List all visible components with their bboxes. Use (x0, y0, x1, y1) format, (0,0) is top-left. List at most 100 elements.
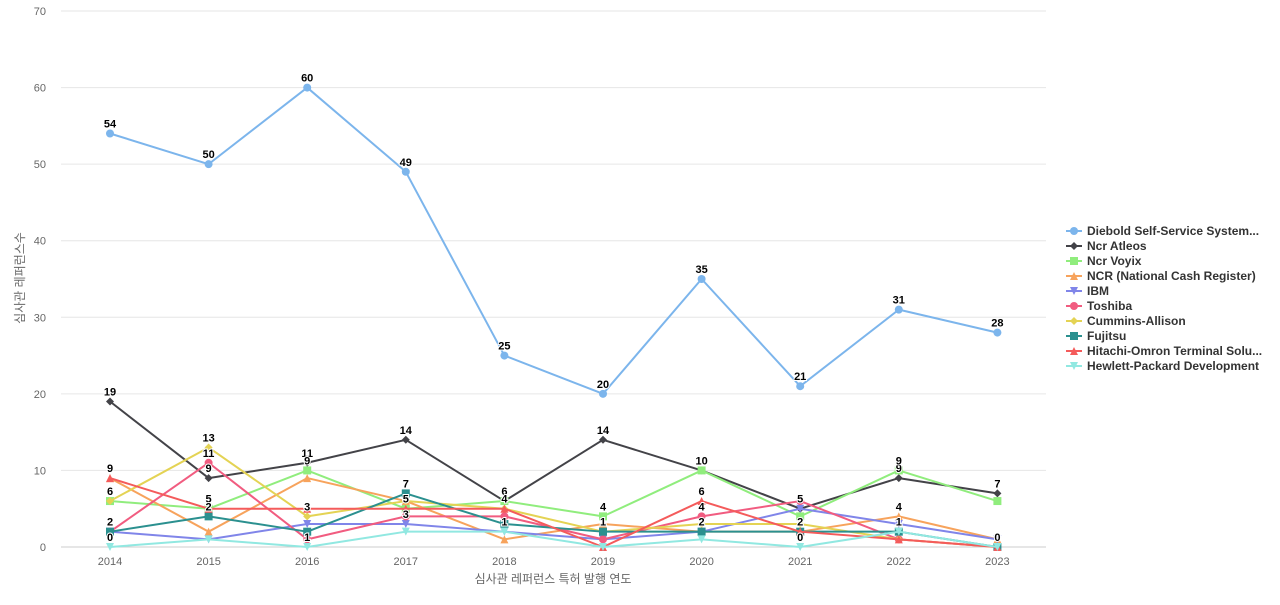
data-label: 35 (695, 264, 707, 276)
legend-item-fujitsu[interactable]: Fujitsu (1066, 329, 1126, 343)
legend-marker (1070, 242, 1078, 250)
legend: Diebold Self-Service System...Ncr Atleos… (1066, 224, 1262, 373)
data-point (796, 382, 805, 391)
data-label: 3 (304, 501, 310, 513)
data-point (500, 351, 509, 360)
data-point (204, 458, 213, 467)
series-line (109, 477, 999, 548)
y-tick-label: 30 (34, 312, 46, 324)
data-label: 54 (104, 119, 117, 131)
legend-marker (1070, 362, 1078, 370)
data-label: 9 (107, 463, 113, 475)
data-point (303, 543, 312, 551)
data-label: 0 (107, 532, 113, 544)
y-tick-label: 50 (34, 159, 46, 171)
data-point (106, 129, 114, 138)
data-point (894, 474, 903, 483)
series-layer (106, 83, 1002, 551)
data-point (204, 535, 213, 544)
data-label: 0 (797, 532, 803, 544)
data-point (204, 527, 213, 536)
data-label: 6 (699, 486, 705, 498)
data-label: 31 (893, 295, 905, 307)
data-point (697, 275, 706, 283)
data-point (599, 389, 607, 398)
x-tick-label: 2023 (985, 556, 1009, 568)
series-hewlett-packard-development (106, 527, 1002, 551)
data-point (401, 520, 410, 529)
data-point (303, 520, 312, 529)
x-tick-label: 2016 (295, 556, 319, 568)
data-label: 19 (104, 387, 116, 399)
data-point (204, 512, 213, 521)
data-point (697, 497, 706, 506)
data-label: 14 (400, 425, 413, 437)
data-label: 7 (994, 478, 1000, 490)
data-point (894, 466, 903, 475)
data-label: 1 (501, 517, 507, 529)
legend-item-ncr-atleos[interactable]: Ncr Atleos (1066, 239, 1147, 253)
data-point (106, 527, 114, 536)
legend-item-cummins-allison[interactable]: Cummins-Allison (1066, 314, 1186, 328)
data-point (894, 305, 903, 314)
data-label: 9 (896, 463, 902, 475)
data-label: 1 (304, 532, 310, 544)
data-point (993, 328, 1002, 337)
data-point (894, 520, 903, 529)
x-tick-label: 2021 (788, 556, 812, 568)
data-label: 3 (403, 509, 409, 521)
data-point (697, 512, 706, 521)
y-axis-ticks: 0 10 20 30 40 50 60 70 (34, 6, 46, 554)
legend-item-ncr-national-cash-register[interactable]: NCR (National Cash Register) (1066, 269, 1256, 283)
data-point (599, 512, 607, 521)
y-axis-title: 심사관 레퍼런스수 (13, 232, 27, 324)
data-point (401, 435, 410, 444)
data-label: 1 (600, 517, 606, 529)
legend-item-toshiba[interactable]: Toshiba (1066, 299, 1132, 313)
data-label: 20 (597, 379, 609, 391)
data-label: 9 (896, 455, 902, 467)
data-point (401, 504, 410, 513)
legend-item-hewlett-packard-development[interactable]: Hewlett-Packard Development (1066, 359, 1259, 373)
data-point (993, 497, 1002, 506)
data-point (697, 527, 706, 536)
legend-item-hitachi-omron-terminal-solu[interactable]: Hitachi-Omron Terminal Solu... (1066, 344, 1262, 358)
legend-label: Hitachi-Omron Terminal Solu... (1087, 344, 1262, 358)
legend-marker (1070, 347, 1078, 355)
y-tick-label: 10 (34, 465, 46, 477)
data-label: 60 (301, 73, 313, 85)
legend-marker (1070, 257, 1078, 265)
data-point (500, 512, 509, 521)
data-point (106, 397, 114, 406)
legend-marker (1070, 287, 1078, 295)
data-point (204, 504, 213, 513)
data-point (106, 497, 114, 506)
legend-label: IBM (1087, 284, 1109, 298)
legend-marker (1070, 302, 1078, 310)
data-label: 2 (699, 517, 705, 529)
data-point (204, 474, 213, 483)
data-label: 13 (202, 432, 214, 444)
data-point (500, 504, 509, 513)
x-axis-title: 심사관 레퍼런스 특허 발행 연도 (475, 571, 632, 586)
x-tick-label: 2020 (689, 556, 713, 568)
legend-item-ncr-voyix[interactable]: Ncr Voyix (1066, 254, 1142, 268)
data-point (401, 527, 410, 536)
legend-label: Ncr Atleos (1087, 239, 1147, 253)
data-label: 2 (107, 517, 113, 529)
y-tick-label: 0 (40, 542, 46, 554)
data-point (303, 458, 312, 467)
data-point (993, 535, 1002, 544)
data-point (500, 535, 509, 544)
data-point (303, 466, 312, 475)
data-point (697, 520, 706, 529)
series-line (109, 86, 999, 395)
x-tick-label: 2017 (394, 556, 418, 568)
data-point (599, 527, 607, 536)
data-point (599, 535, 607, 544)
legend-item-diebold-self-service-system[interactable]: Diebold Self-Service System... (1066, 224, 1259, 238)
data-point (796, 504, 805, 513)
y-tick-label: 60 (34, 83, 46, 95)
legend-item-ibm[interactable]: IBM (1066, 284, 1109, 298)
